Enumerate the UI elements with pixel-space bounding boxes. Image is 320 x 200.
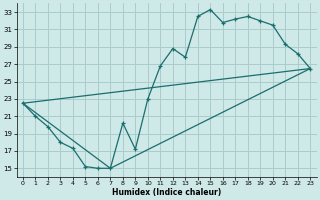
X-axis label: Humidex (Indice chaleur): Humidex (Indice chaleur) <box>112 188 221 197</box>
